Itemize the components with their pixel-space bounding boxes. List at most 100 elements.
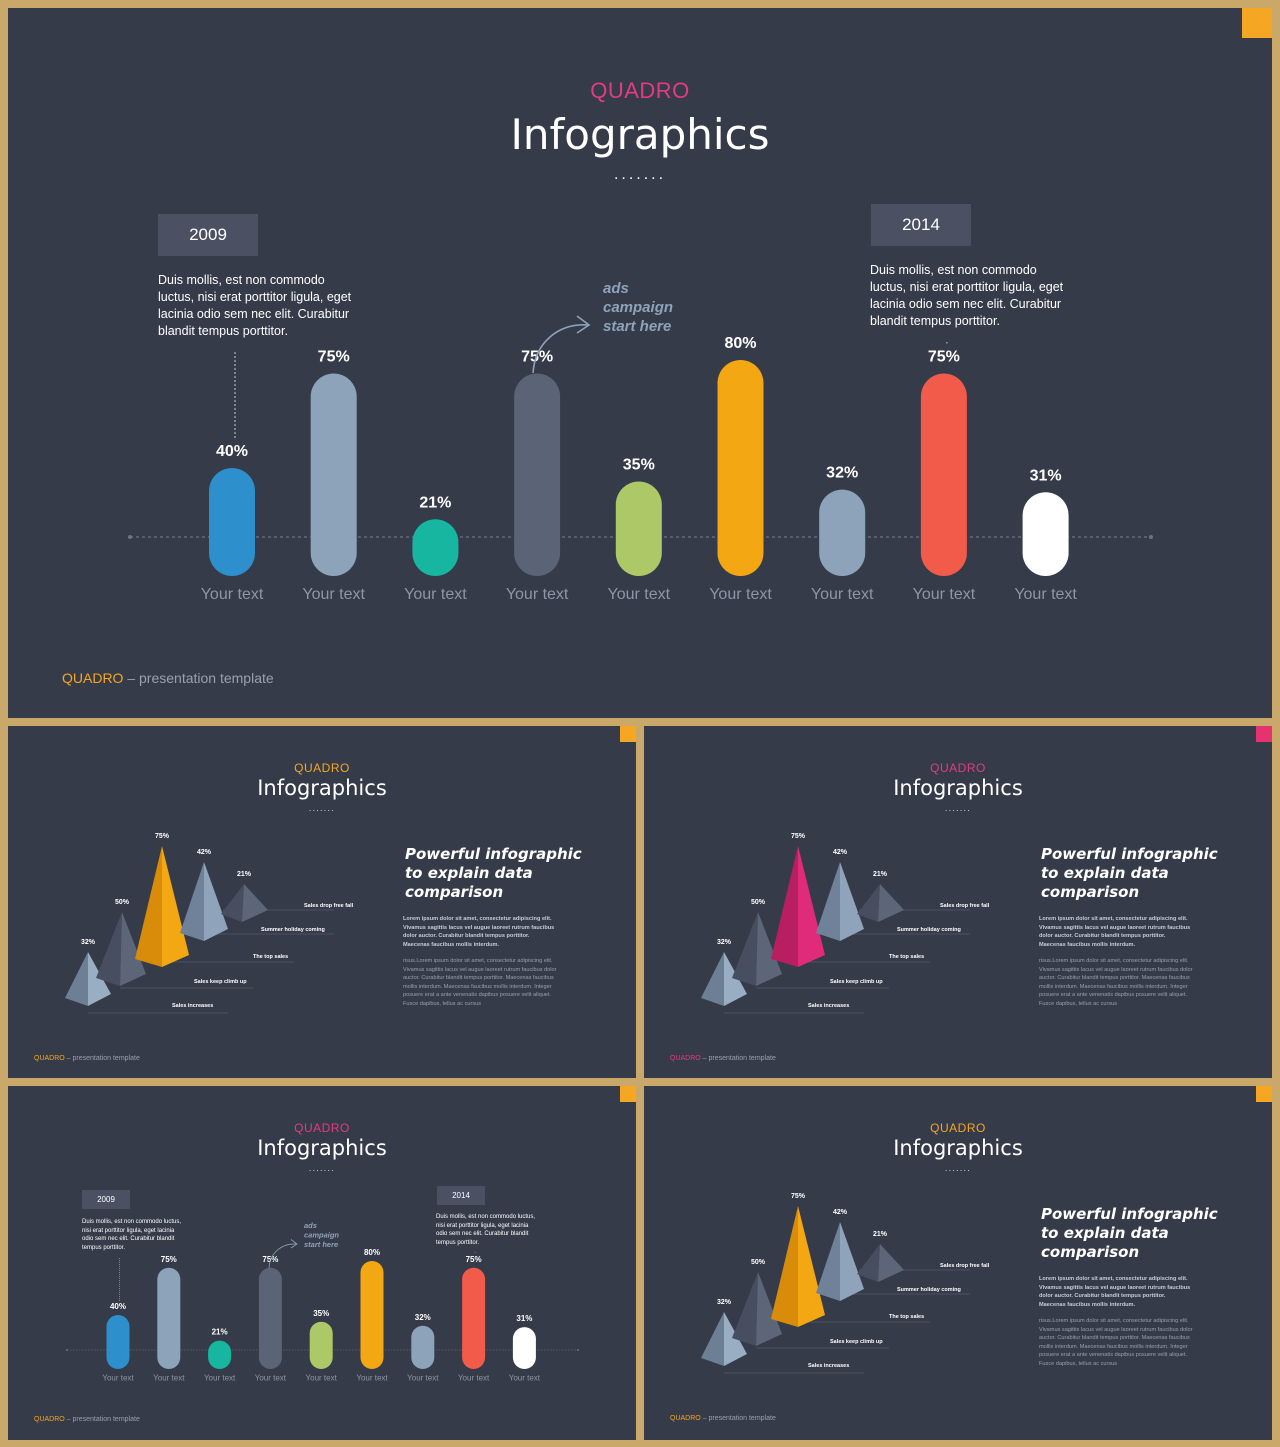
- pyramid-value-label: 21%: [873, 1231, 888, 1238]
- pyramid-face: [701, 1312, 724, 1366]
- year-badge-right: 2014: [871, 204, 971, 246]
- text-line: Lorem ipsum dolor sit amet, consectetur …: [1039, 1276, 1188, 1282]
- heading-line: Powerful infographic: [1041, 1205, 1218, 1223]
- pyramid-caption: Summer holiday coming: [261, 927, 325, 933]
- bar: [512, 1327, 536, 1369]
- pyramid-chart: 32% 50% 75% 42% 21% Sales drop free fall Summe…: [65, 833, 354, 1014]
- bar: [1022, 492, 1069, 576]
- bar-value-label: 21%: [419, 494, 451, 511]
- pyramid-face: [878, 1244, 904, 1282]
- category-label: Your text: [608, 586, 671, 603]
- category-label: Your text: [153, 1374, 185, 1383]
- pyramid-caption: Sales drop free fall: [304, 903, 354, 909]
- category-label: Your text: [102, 1374, 134, 1383]
- slide-pyramid-3: QUADRO Infographics ....... 32% 50% 75% 42%…: [644, 1086, 1272, 1440]
- text-line: Fusce dapibus, tellus ac cursus: [1039, 1000, 1118, 1007]
- pyramid-face: [857, 884, 880, 922]
- bar-value-label: 80%: [724, 335, 756, 352]
- bar: [209, 468, 255, 576]
- text-line: Fusce dapibus, tellus ac cursus: [1039, 1360, 1118, 1367]
- bar-value-label: 75%: [466, 1255, 482, 1264]
- footer-brand: QUADRO: [34, 1055, 65, 1062]
- comparison-heading: Powerful infographic to explain data com…: [405, 845, 582, 902]
- year-description-left: Duis mollis, est non commodo luctus, nis…: [158, 273, 352, 338]
- footer-text: – presentation template: [64, 1055, 140, 1062]
- arrow-head-icon: [576, 315, 591, 334]
- corner-accent: [1256, 1086, 1272, 1102]
- annotation-text: ads: [304, 1221, 317, 1230]
- annotation-arrow: [268, 1243, 297, 1269]
- pyramid-value-label: 50%: [115, 899, 130, 906]
- heading-line: to explain data: [1041, 1224, 1169, 1242]
- pyramid-caption: Sales keep climb up: [194, 979, 247, 985]
- footer-brand: QUADRO: [670, 1415, 701, 1422]
- arrow-head-icon: [290, 1239, 298, 1249]
- text-line: auctor. Curabitur blandit tempus porttit…: [1039, 1335, 1190, 1341]
- bar: [819, 489, 866, 576]
- bar-value-label: 75%: [318, 349, 350, 366]
- footer-brand: QUADRO: [62, 670, 124, 686]
- summary-bold-text: Lorem ipsum dolor sit amet, consectetur …: [1039, 915, 1190, 949]
- year-description-right: Duis mollis, est non commodo luctus, nis…: [436, 1214, 536, 1246]
- footer: QUADRO – presentation template: [670, 1055, 776, 1062]
- text-line: Lorem ipsum dolor sit amet, consectetur …: [1039, 916, 1188, 922]
- bar-value-label: 32%: [415, 1313, 431, 1322]
- annotation-text: campaign: [304, 1231, 339, 1240]
- pyramid-face: [96, 912, 122, 986]
- category-label: Your text: [255, 1374, 287, 1383]
- year-badge-right: 2014: [437, 1186, 485, 1205]
- summary-bold-text: Lorem ipsum dolor sit amet, consectetur …: [1039, 1275, 1190, 1309]
- pyramid-caption: The top sales: [253, 954, 288, 960]
- year-badge-left: 2009: [82, 1190, 130, 1209]
- footer: QUADRO – presentation template: [62, 670, 274, 686]
- summary-body-text: risus.Lorem ipsum dolor sit amet, consec…: [1039, 957, 1193, 1008]
- heading-line: Powerful infographic: [1041, 845, 1218, 863]
- bar: [920, 373, 967, 576]
- baseline-end: [128, 535, 132, 539]
- text-line: Vivamus sagittis lacus vel augue laoreet…: [1039, 924, 1191, 931]
- pyramid-value-label: 42%: [833, 1209, 848, 1216]
- category-label: Your text: [509, 1374, 541, 1383]
- heading-line: comparison: [1041, 1243, 1140, 1261]
- summary-bold-text: Lorem ipsum dolor sit amet, consectetur …: [403, 915, 554, 949]
- footer-text: – presentation template: [64, 1416, 140, 1423]
- pyramid-face: [798, 1206, 825, 1327]
- summary-body-text: risus.Lorem ipsum dolor sit amet, consec…: [1039, 1317, 1193, 1368]
- slide-title: Infographics: [893, 1136, 1023, 1160]
- heading-line: comparison: [1041, 883, 1140, 901]
- footer-brand: QUADRO: [670, 1055, 701, 1062]
- bar: [309, 1321, 333, 1369]
- slide-main: QUADRO Infographics ....... 2009 Duis mo…: [8, 8, 1272, 718]
- baseline-end: [1149, 535, 1153, 539]
- pyramid-caption: Sales drop free fall: [940, 1263, 990, 1269]
- text-line: Lorem ipsum dolor sit amet, consectetur …: [403, 916, 552, 922]
- bar-value-label: 75%: [928, 349, 960, 366]
- corner-accent: [1256, 726, 1272, 742]
- title-dots: .......: [613, 166, 667, 183]
- text-line: dolor auctor. Curabitur blandit tempus p…: [1039, 933, 1166, 939]
- baseline-end: [66, 1349, 68, 1351]
- category-label: Your text: [201, 586, 264, 603]
- bar: [411, 1325, 435, 1369]
- text-line: Vivamus sagittis lacus vel augue laoreet…: [403, 924, 555, 931]
- pyramid-value-label: 75%: [155, 833, 170, 840]
- comparison-heading: Powerful infographic to explain data com…: [1041, 1205, 1218, 1262]
- pyramid-face: [162, 846, 189, 967]
- footer-text: – presentation template: [700, 1415, 776, 1422]
- pyramid-face: [221, 884, 244, 922]
- annotation-text: ads: [603, 280, 629, 297]
- slide-title: Infographics: [510, 110, 770, 159]
- footer-text: – presentation template: [700, 1055, 776, 1062]
- text-line: Vivamus sagittis lacus vel augue laoreet…: [1039, 1284, 1191, 1291]
- title-dots: .......: [944, 1164, 972, 1173]
- title-dots: .......: [308, 1164, 336, 1173]
- category-label: Your text: [204, 1374, 236, 1383]
- pyramid-face: [65, 952, 88, 1006]
- pyramid-face: [756, 1272, 782, 1346]
- heading-line: to explain data: [405, 864, 533, 882]
- bar-value-label: 31%: [1030, 467, 1062, 484]
- text-line: posuere erat a ante venenatis dapibus po…: [1039, 1352, 1188, 1358]
- title-dots: .......: [944, 804, 972, 813]
- annotation-arrow: [532, 324, 589, 374]
- pyramid-face: [771, 1206, 798, 1327]
